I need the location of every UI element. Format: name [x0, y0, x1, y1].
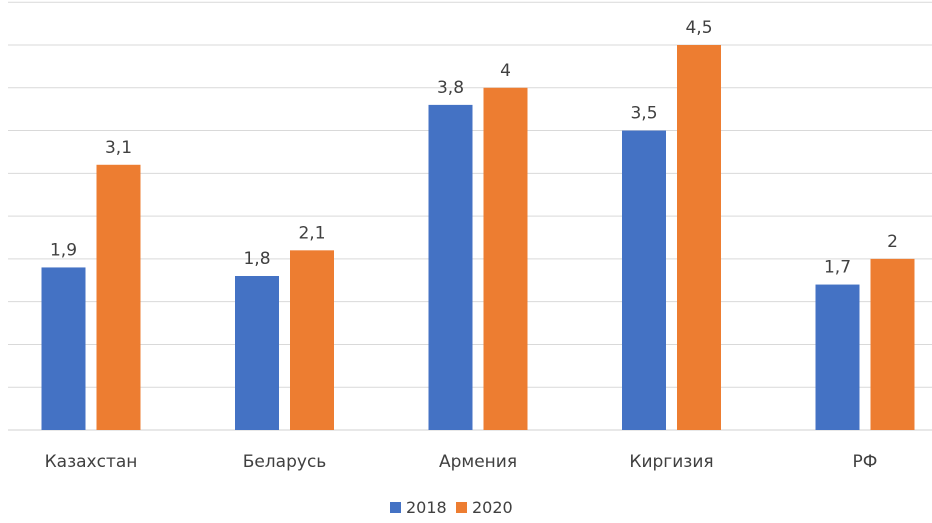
- data-label-2018-4: 3,5: [630, 104, 657, 124]
- bar-2018-4: [622, 130, 666, 431]
- category-label-3: Армения: [439, 452, 517, 472]
- bar-2018-5: [815, 284, 860, 430]
- legend: 2018 2020: [390, 498, 513, 517]
- legend-swatch-2020: [456, 502, 467, 513]
- category-labels: Казахстан Беларусь Армения Киргизия РФ: [45, 452, 878, 472]
- bar-2020-4: [677, 45, 721, 430]
- bar-2020-3: [483, 87, 528, 431]
- data-label-2018-2: 1,8: [243, 249, 270, 269]
- bar-2018-2: [235, 276, 279, 430]
- bar-2018-1: [41, 267, 86, 430]
- category-label-4: Киргизия: [629, 452, 713, 472]
- data-label-2018-3: 3,8: [437, 78, 464, 98]
- data-label-2020-4: 4,5: [685, 18, 712, 38]
- bar-2020-5: [870, 258, 915, 430]
- category-label-5: РФ: [853, 452, 878, 472]
- bar-2020-1: [96, 164, 141, 430]
- data-label-2018-1: 1,9: [50, 240, 77, 260]
- data-label-2020-2: 2,1: [298, 223, 325, 243]
- data-label-2018-5: 1,7: [824, 258, 851, 278]
- legend-swatch-2018: [390, 502, 401, 513]
- bars: [41, 45, 915, 431]
- data-labels: 1,9 3,1 1,8 2,1 3,8 4 3,5 4,5 1,7 2: [50, 18, 898, 278]
- legend-label-2018: 2018: [406, 498, 447, 517]
- bar-2020-2: [290, 250, 334, 430]
- data-label-2020-1: 3,1: [105, 138, 132, 158]
- bar-2018-3: [428, 104, 473, 430]
- category-label-2: Беларусь: [243, 452, 327, 472]
- legend-label-2020: 2020: [472, 498, 513, 517]
- data-label-2020-3: 4: [500, 61, 511, 81]
- data-label-2020-5: 2: [887, 232, 898, 252]
- category-label-1: Казахстан: [45, 452, 138, 472]
